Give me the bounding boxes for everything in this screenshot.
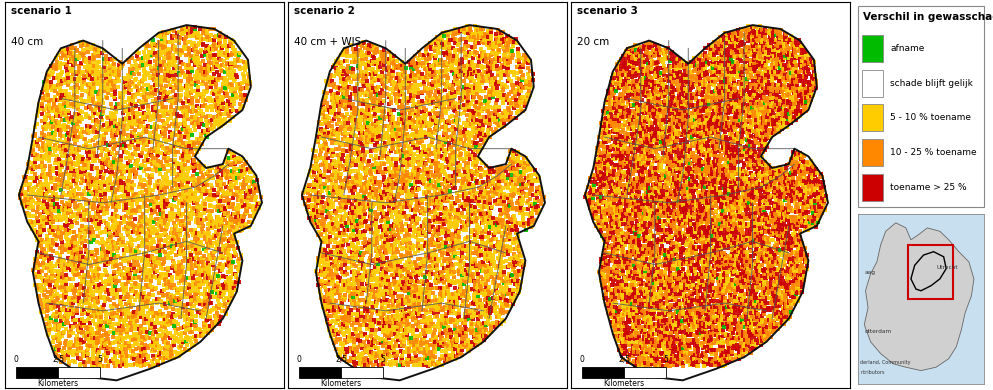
Bar bbox=[862, 139, 884, 166]
Text: scenario 1: scenario 1 bbox=[11, 6, 71, 16]
Bar bbox=[624, 367, 666, 378]
Text: scenario 3: scenario 3 bbox=[577, 6, 638, 16]
Text: 5: 5 bbox=[380, 355, 385, 364]
Bar bbox=[862, 104, 884, 131]
Bar bbox=[582, 367, 624, 378]
Bar bbox=[299, 367, 341, 378]
Text: Verschil in gewasschade: Verschil in gewasschade bbox=[863, 12, 993, 21]
Text: 0: 0 bbox=[14, 355, 19, 364]
Text: 40 cm: 40 cm bbox=[11, 37, 43, 47]
Text: Kilometers: Kilometers bbox=[321, 379, 361, 388]
Bar bbox=[341, 367, 383, 378]
Text: 0: 0 bbox=[297, 355, 302, 364]
Text: 2,5: 2,5 bbox=[52, 355, 64, 364]
Text: 5 - 10 % toename: 5 - 10 % toename bbox=[890, 113, 971, 122]
FancyBboxPatch shape bbox=[858, 6, 984, 207]
Bar bbox=[862, 35, 884, 62]
Text: 2,5: 2,5 bbox=[335, 355, 347, 364]
Bar bbox=[58, 367, 100, 378]
Bar bbox=[862, 174, 884, 201]
Text: Kilometers: Kilometers bbox=[604, 379, 644, 388]
Text: 5: 5 bbox=[663, 355, 668, 364]
Bar bbox=[862, 69, 884, 97]
Text: 5: 5 bbox=[97, 355, 102, 364]
Text: 0: 0 bbox=[580, 355, 585, 364]
Text: toename > 25 %: toename > 25 % bbox=[890, 183, 967, 192]
Text: afname: afname bbox=[890, 44, 924, 53]
Bar bbox=[16, 367, 58, 378]
Text: 10 - 25 % toename: 10 - 25 % toename bbox=[890, 148, 977, 157]
Text: 2,5: 2,5 bbox=[618, 355, 630, 364]
Text: Kilometers: Kilometers bbox=[38, 379, 78, 388]
Text: 40 cm + WIS: 40 cm + WIS bbox=[294, 37, 360, 47]
Text: scenario 2: scenario 2 bbox=[294, 6, 355, 16]
Text: schade blijft gelijk: schade blijft gelijk bbox=[890, 78, 973, 87]
Text: 20 cm: 20 cm bbox=[577, 37, 609, 47]
